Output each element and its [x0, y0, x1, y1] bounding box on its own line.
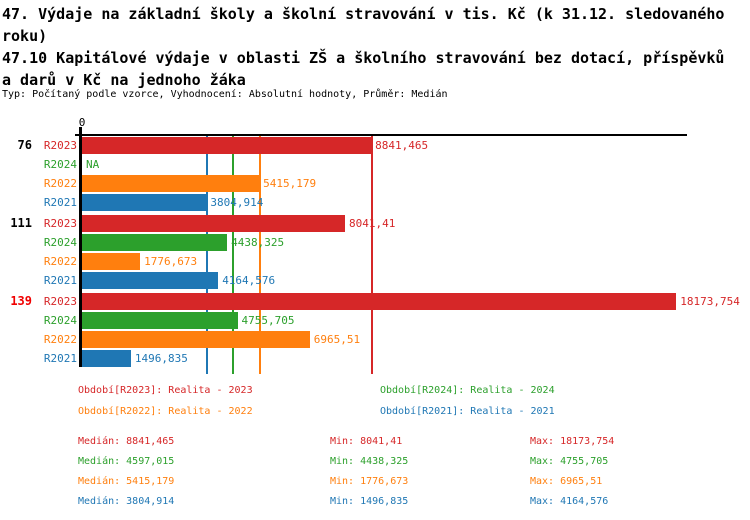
series-label-r2024: R2024 [43, 158, 77, 171]
stat-min-r2021: Min: 1496,835 [330, 496, 409, 507]
legend-item-r2021: Období[R2021]: Realita - 2021 [380, 406, 555, 417]
stat-median-r2024: Medián: 4597,015 [78, 456, 175, 467]
report-title-line1: 47. Výdaje na základní školy a školní st… [2, 5, 725, 45]
series-label-r2022: R2022 [43, 255, 77, 268]
bar-r2021[interactable] [82, 194, 207, 211]
stat-max-r2021: Max: 4164,576 [530, 496, 609, 507]
bar-r2021[interactable] [82, 350, 131, 367]
bar-r2022[interactable] [82, 175, 260, 192]
series-label-r2024: R2024 [43, 314, 77, 327]
group-label-111: 111 [10, 216, 32, 230]
bar-value-label-r2023: 8041,41 [349, 217, 396, 230]
bar-r2022[interactable] [82, 331, 310, 348]
bar-r2023[interactable] [82, 137, 372, 154]
group-label-76: 76 [17, 138, 32, 152]
series-label-r2023: R2023 [43, 217, 77, 230]
stat-median-r2023: Medián: 8841,465 [78, 436, 175, 447]
bar-value-label-r2023: 8841,465 [375, 139, 429, 152]
legend-item-r2024: Období[R2024]: Realita - 2024 [380, 385, 555, 396]
bar-value-label-r2024: 4438,325 [231, 236, 285, 249]
series-label-r2024: R2024 [43, 236, 77, 249]
legend-item-r2022: Období[R2022]: Realita - 2022 [78, 406, 253, 417]
bar-value-label-r2021: 1496,835 [134, 352, 188, 365]
stat-max-r2022: Max: 6965,51 [530, 476, 603, 487]
bar-value-label-r2022: 6965,51 [313, 333, 361, 346]
bar-value-label-r2022: 1776,673 [144, 255, 198, 268]
report-subtitle: Typ: Počítaný podle vzorce, Vyhodnocení:… [2, 89, 448, 100]
stat-min-r2023: Min: 8041,41 [330, 436, 403, 447]
median-line-r2022 [259, 136, 262, 374]
median-line-r2021 [206, 136, 209, 374]
stat-median-r2022: Medián: 5415,179 [78, 476, 175, 487]
bar-r2023[interactable] [82, 293, 677, 310]
series-label-r2023: R2023 [43, 295, 77, 308]
bar-value-label-r2022: 5415,179 [263, 177, 317, 190]
median-line-r2024 [232, 136, 235, 374]
report-title-line2: 47.10 Kapitálové výdaje v oblasti ZŠ a š… [2, 49, 725, 89]
series-label-r2022: R2022 [43, 333, 77, 346]
series-label-r2022: R2022 [43, 177, 77, 190]
series-label-r2023: R2023 [43, 139, 77, 152]
legend-item-r2023: Období[R2023]: Realita - 2023 [78, 385, 253, 396]
bar-r2022[interactable] [82, 253, 141, 270]
stat-max-r2024: Max: 4755,705 [530, 456, 609, 467]
x-axis-zero-label: 0 [78, 116, 86, 129]
bar-value-label-r2021: 4164,576 [222, 274, 276, 287]
median-line-r2023 [371, 136, 374, 374]
stat-min-r2022: Min: 1776,673 [330, 476, 409, 487]
stat-min-r2024: Min: 4438,325 [330, 456, 409, 467]
bar-value-label-r2023: 18173,754 [680, 295, 740, 308]
x-axis-line [75, 134, 687, 136]
bar-r2021[interactable] [82, 272, 219, 289]
stat-median-r2021: Medián: 3804,914 [78, 496, 175, 507]
series-label-r2021: R2021 [43, 352, 77, 365]
bar-value-label-r2024: NA [86, 158, 100, 171]
bar-r2024[interactable] [82, 234, 228, 251]
series-label-r2021: R2021 [43, 196, 77, 209]
series-label-r2021: R2021 [43, 274, 77, 287]
bar-value-label-r2021: 3804,914 [210, 196, 264, 209]
bar-value-label-r2024: 4755,705 [241, 314, 295, 327]
group-label-139: 139 [10, 294, 32, 308]
bar-r2023[interactable] [82, 215, 345, 232]
stat-max-r2023: Max: 18173,754 [530, 436, 615, 447]
y-axis-line [79, 127, 82, 367]
bar-r2024[interactable] [82, 312, 238, 329]
